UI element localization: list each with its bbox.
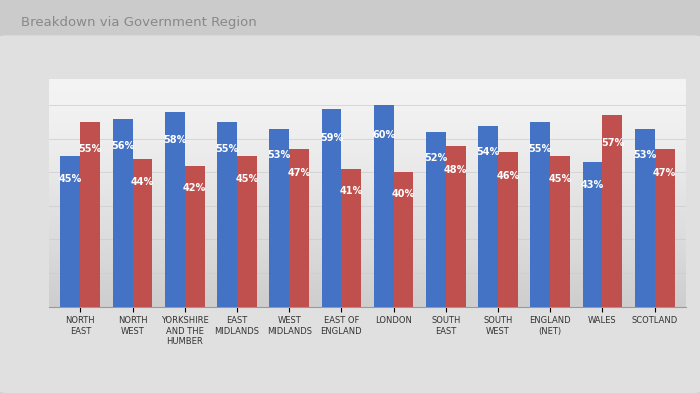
Bar (393, 173, 414, 307)
Text: 53%: 53% (267, 150, 291, 160)
Bar (531, 122, 550, 307)
Text: 56%: 56% (111, 141, 134, 151)
Text: 57%: 57% (601, 138, 624, 149)
Bar (342, 169, 361, 307)
Bar (478, 125, 498, 307)
Text: 52%: 52% (424, 153, 447, 163)
Bar (217, 122, 237, 307)
Text: 45%: 45% (235, 174, 258, 184)
Bar (270, 129, 289, 307)
Bar (165, 112, 185, 307)
Text: 45%: 45% (549, 174, 572, 184)
Bar (654, 149, 675, 307)
Text: 55%: 55% (216, 144, 239, 154)
Bar (635, 129, 654, 307)
Text: 40%: 40% (392, 189, 415, 198)
Bar (498, 152, 518, 307)
Bar (582, 162, 603, 307)
Bar (132, 159, 153, 307)
Text: 60%: 60% (372, 130, 396, 140)
Bar (113, 119, 132, 307)
Text: 41%: 41% (340, 185, 363, 196)
Bar (321, 109, 342, 307)
Bar (374, 105, 393, 307)
Text: 45%: 45% (59, 174, 82, 184)
Text: 46%: 46% (496, 171, 519, 181)
Text: 44%: 44% (131, 177, 154, 187)
Text: 55%: 55% (528, 144, 552, 154)
Text: 55%: 55% (78, 144, 102, 154)
Text: 47%: 47% (653, 168, 676, 178)
Bar (185, 166, 204, 307)
Bar (237, 156, 257, 307)
Text: 43%: 43% (581, 180, 604, 190)
Text: 48%: 48% (444, 165, 468, 175)
Bar (80, 122, 100, 307)
Text: 47%: 47% (288, 168, 311, 178)
Text: 54%: 54% (477, 147, 500, 157)
Bar (60, 156, 80, 307)
Text: 53%: 53% (633, 150, 657, 160)
Bar (289, 149, 309, 307)
Text: 59%: 59% (320, 132, 343, 143)
Text: 42%: 42% (183, 183, 206, 193)
Bar (603, 116, 622, 307)
Bar (550, 156, 570, 307)
Bar (446, 146, 466, 307)
Bar (426, 132, 446, 307)
Text: 58%: 58% (163, 136, 186, 145)
Text: Breakdown via Government Region: Breakdown via Government Region (21, 16, 257, 29)
